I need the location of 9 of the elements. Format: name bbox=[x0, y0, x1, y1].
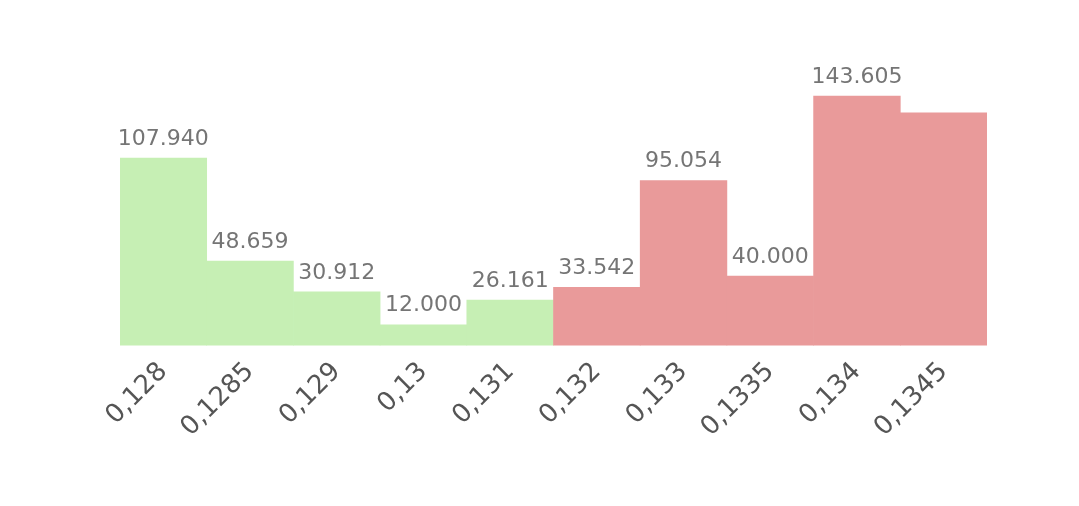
data-label: 48.659 bbox=[211, 227, 289, 253]
data-label: 33.542 bbox=[558, 254, 636, 280]
data-label: 40.000 bbox=[731, 242, 809, 268]
data-label: 107.940 bbox=[117, 124, 209, 150]
data-label: 30.912 bbox=[298, 258, 376, 284]
data-label: 143.605 bbox=[811, 62, 903, 88]
data-label: 95.054 bbox=[645, 147, 723, 173]
data-label: 12.000 bbox=[384, 291, 462, 317]
data-label: 26.161 bbox=[471, 266, 549, 292]
